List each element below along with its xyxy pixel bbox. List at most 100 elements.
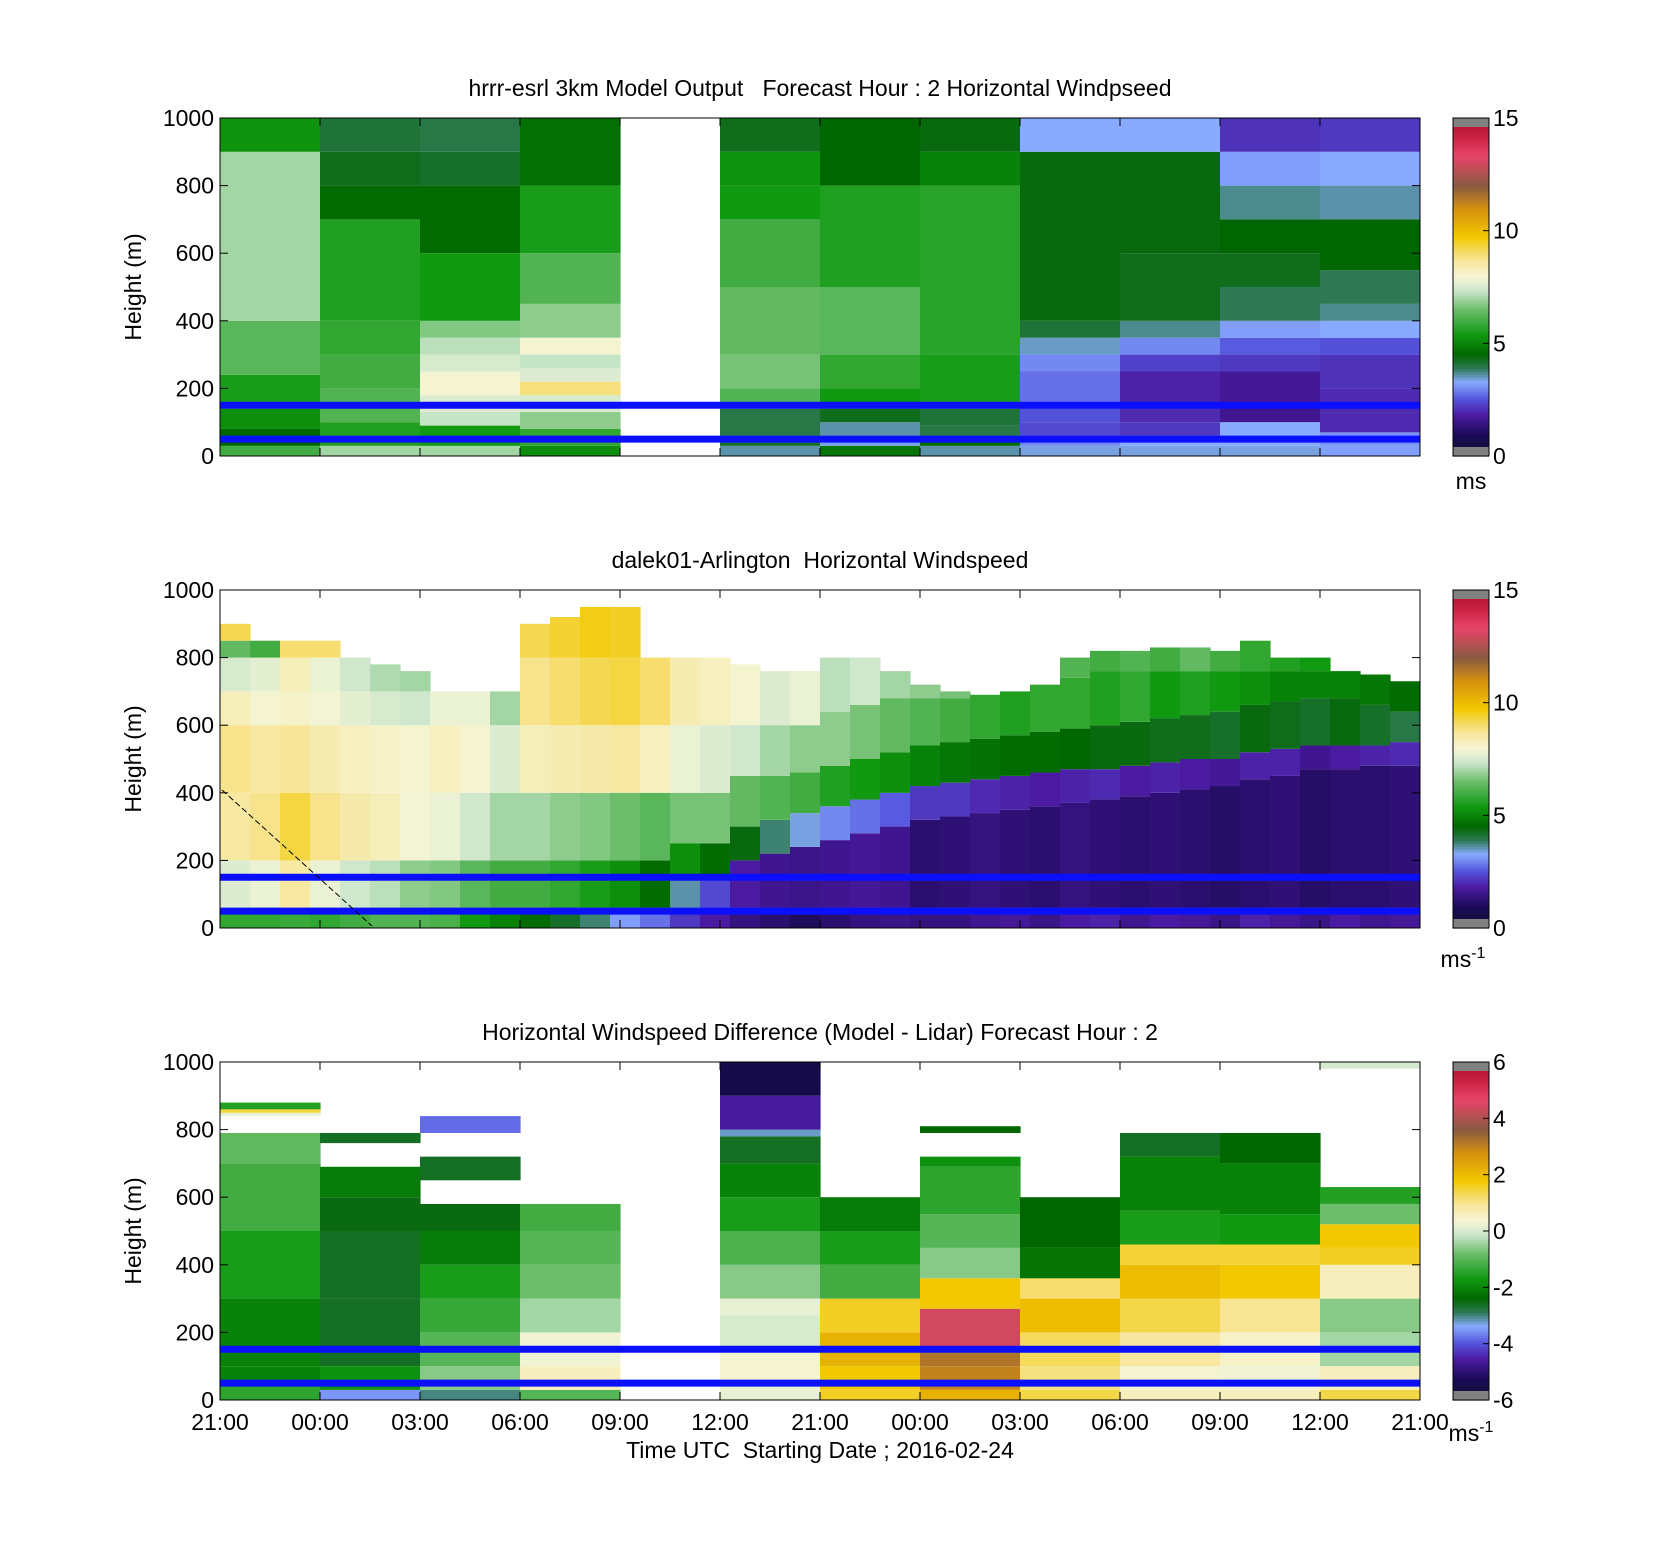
heatmap-cell bbox=[670, 725, 701, 793]
heatmap-cell bbox=[820, 287, 921, 355]
colorbar-segment bbox=[1453, 227, 1489, 232]
heatmap-cell bbox=[670, 792, 701, 844]
colorbar-segment bbox=[1453, 1090, 1489, 1094]
colorbar-segment bbox=[1453, 651, 1489, 656]
heatmap-cell bbox=[1220, 1264, 1321, 1299]
colorbar-segment bbox=[1453, 298, 1489, 302]
colorbar-segment bbox=[1453, 1349, 1489, 1353]
heatmap-cell bbox=[320, 1197, 421, 1231]
heatmap-cell bbox=[700, 877, 731, 908]
heatmap-cell bbox=[550, 792, 581, 861]
colorbar-segment bbox=[1453, 210, 1489, 215]
heatmap-cell bbox=[1210, 786, 1241, 908]
y-tick-label: 800 bbox=[176, 1117, 214, 1143]
heatmap-cell bbox=[520, 412, 621, 429]
colorbar-segment bbox=[1453, 365, 1489, 370]
heatmap-cell bbox=[720, 151, 821, 186]
colorbar-segment bbox=[1453, 1292, 1489, 1297]
heatmap-cell bbox=[1060, 769, 1091, 803]
colorbar-segment bbox=[1453, 287, 1489, 291]
colorbar-segment bbox=[1453, 1301, 1489, 1305]
x-tick-label: 09:00 bbox=[1191, 1409, 1249, 1435]
heatmap-cell bbox=[400, 671, 431, 692]
colorbar-segment bbox=[1453, 148, 1489, 153]
heatmap-cell bbox=[430, 691, 461, 726]
colorbar-segment bbox=[1453, 396, 1489, 401]
colorbar-segment bbox=[1453, 851, 1489, 856]
colorbar-segment bbox=[1453, 410, 1489, 415]
colorbar-segment bbox=[1453, 1132, 1489, 1136]
heatmap-cell bbox=[720, 1315, 821, 1350]
colorbar-segment bbox=[1453, 860, 1489, 864]
heatmap-cell bbox=[220, 792, 251, 861]
heatmap-cell bbox=[400, 691, 431, 726]
heatmap-cell bbox=[1240, 752, 1271, 780]
y-tick-label: 200 bbox=[176, 1319, 214, 1345]
colorbar-segment bbox=[1453, 1352, 1489, 1356]
dashed-line bbox=[221, 789, 373, 927]
heatmap-cell bbox=[1270, 748, 1301, 776]
colorbar-segment bbox=[1453, 1087, 1489, 1091]
heatmap-cell bbox=[320, 1132, 421, 1144]
heatmap-cell bbox=[550, 657, 581, 726]
colorbar-segment bbox=[1453, 775, 1489, 780]
x-tick-label: 06:00 bbox=[491, 1409, 549, 1435]
colorbar-segment bbox=[1453, 1360, 1489, 1364]
colorbar-segment bbox=[1453, 379, 1489, 384]
colorbar-segment bbox=[1453, 1239, 1489, 1243]
heatmap-cell bbox=[910, 786, 941, 820]
colorbar-segment bbox=[1453, 1366, 1489, 1370]
colorbar-segment bbox=[1453, 1304, 1489, 1308]
colorbar-segment bbox=[1453, 284, 1489, 288]
heatmap-cell bbox=[1300, 698, 1331, 746]
colorbar-segment bbox=[1453, 1208, 1489, 1212]
heatmap-cell bbox=[320, 118, 421, 152]
heatmap-cell bbox=[250, 792, 281, 861]
heatmap-cell bbox=[520, 1298, 621, 1333]
heatmap-cell bbox=[1330, 698, 1361, 746]
colorbar-segment bbox=[1453, 151, 1489, 156]
colorbar-segment bbox=[1453, 340, 1489, 344]
heatmap-cell bbox=[400, 725, 431, 793]
y-axis-label: Height (m) bbox=[120, 705, 146, 812]
colorbar-segment bbox=[1453, 640, 1489, 645]
panel-title: hrrr-esrl 3km Model Output Forecast Hour… bbox=[468, 75, 1171, 101]
heatmap-cell bbox=[1320, 1224, 1420, 1248]
heatmap-cell bbox=[1030, 731, 1061, 773]
heatmap-cell bbox=[520, 1203, 621, 1231]
colorbar-segment bbox=[1453, 1129, 1489, 1134]
colorbar-segment bbox=[1453, 649, 1489, 653]
heatmap-cell bbox=[970, 738, 1001, 780]
heatmap-cell bbox=[1320, 270, 1420, 304]
colorbar-tick-label: -2 bbox=[1493, 1274, 1513, 1300]
heatmap-cell bbox=[520, 792, 551, 861]
heatmap-cell bbox=[920, 1166, 1021, 1215]
heatmap-cell bbox=[920, 185, 1021, 355]
heatmap-cell bbox=[320, 445, 421, 456]
colorbar-segment bbox=[1453, 1315, 1489, 1319]
heatmap-cell bbox=[520, 337, 621, 355]
plot-area bbox=[220, 1062, 1420, 1400]
heatmap-cell bbox=[640, 792, 671, 861]
heatmap-cell bbox=[790, 671, 821, 726]
colorbar-segment bbox=[1453, 405, 1489, 409]
heatmap-cell bbox=[1060, 728, 1091, 770]
colorbar-segment bbox=[1453, 1363, 1489, 1367]
heatmap-cell bbox=[520, 860, 551, 908]
colorbar-segment bbox=[1453, 854, 1489, 859]
heatmap-cell bbox=[520, 725, 551, 793]
heatmap-cell bbox=[1320, 219, 1420, 271]
colorbar-segment bbox=[1453, 425, 1489, 429]
heatmap-cell bbox=[580, 860, 611, 908]
heatmap-cell bbox=[1000, 735, 1031, 776]
heatmap-cell bbox=[1060, 802, 1091, 908]
y-tick-label: 400 bbox=[176, 780, 214, 806]
heatmap-cell bbox=[720, 1095, 821, 1130]
heatmap-cell bbox=[460, 860, 491, 908]
heatmap-cell bbox=[310, 792, 341, 861]
colorbar-segment bbox=[1453, 916, 1489, 921]
heatmap-cell bbox=[850, 657, 881, 705]
heatmap-cell bbox=[820, 657, 851, 712]
colorbar-segment bbox=[1453, 601, 1489, 605]
heatmap-cell bbox=[1220, 1298, 1321, 1333]
